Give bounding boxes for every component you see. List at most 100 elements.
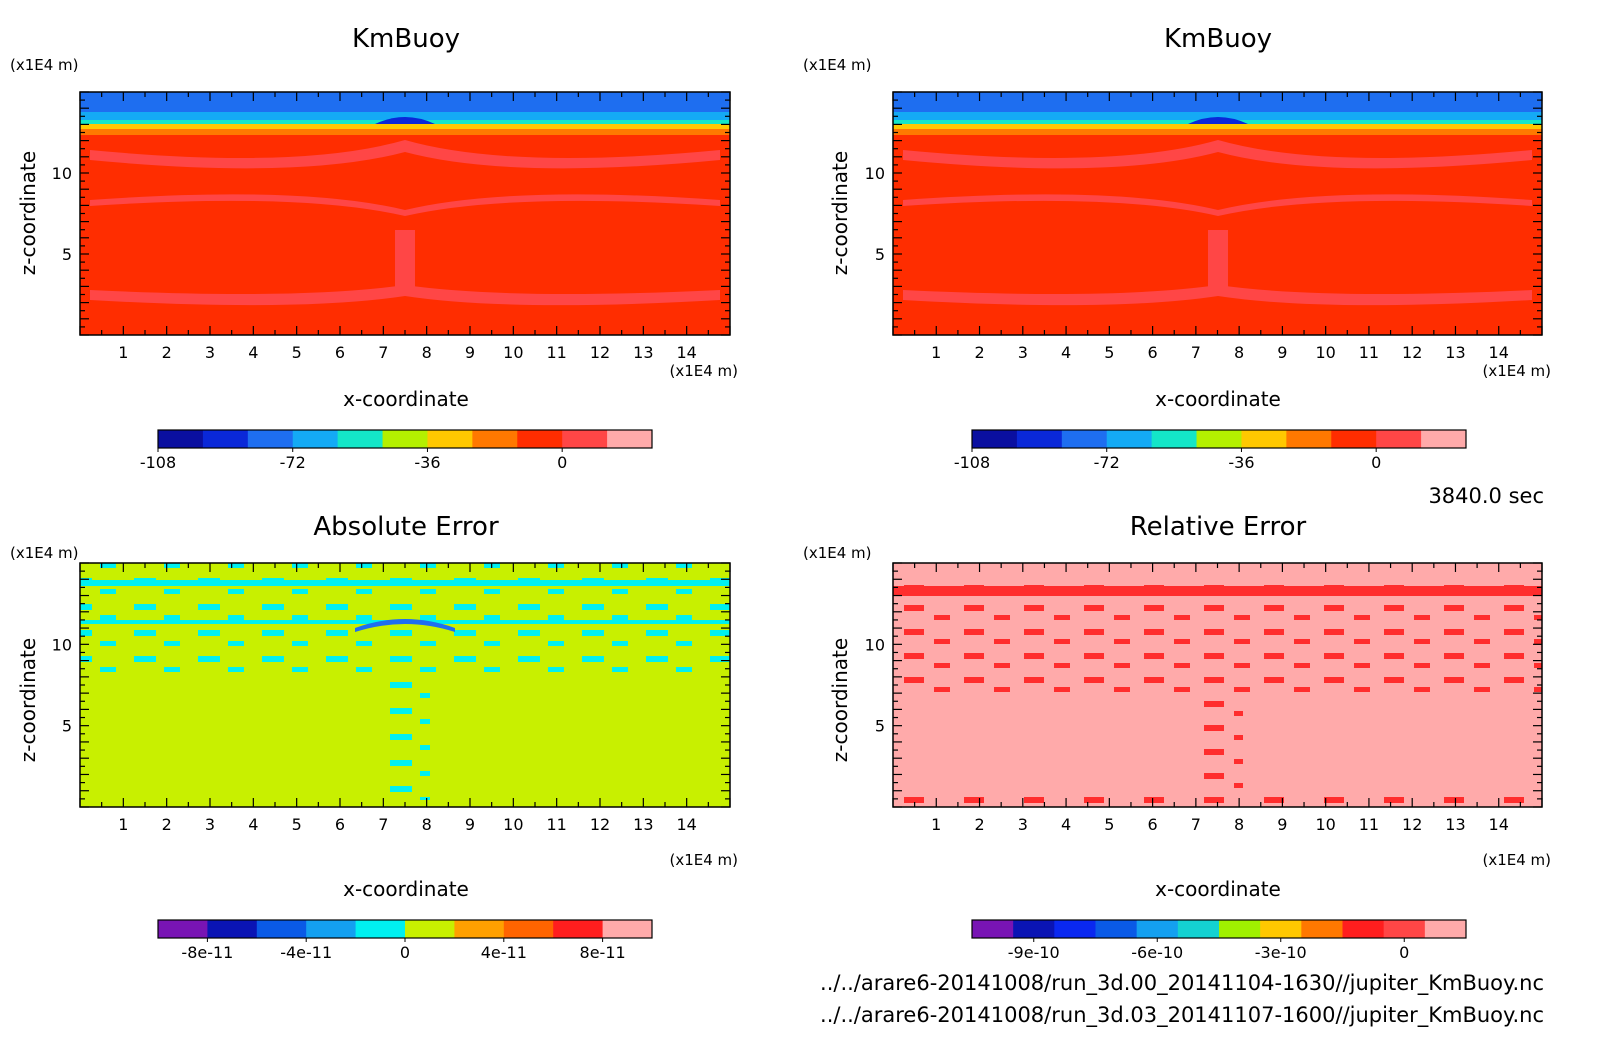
colorbar-label: -8e-11 — [181, 943, 233, 962]
colorbar-label: -9e-10 — [1008, 943, 1060, 962]
colorbar-swatch — [382, 430, 428, 448]
colorbar-label: 0 — [400, 943, 410, 962]
x-tick-label: 1 — [118, 343, 128, 362]
colorbar-swatch — [1095, 920, 1138, 938]
x-tick-label: 8 — [422, 343, 432, 362]
colorbar-swatch — [337, 430, 384, 448]
x-tick-label: 10 — [503, 815, 523, 834]
colorbar-swatch — [202, 430, 249, 448]
colorbar-swatch — [1286, 430, 1332, 448]
panel-title: Relative Error — [1130, 512, 1307, 542]
colorbar-swatch — [256, 920, 307, 938]
x-tick-label: 9 — [465, 343, 475, 362]
colorbar-label: -4e-11 — [280, 943, 332, 962]
x-tick-label: 11 — [1359, 343, 1379, 362]
x-axis-label: x-coordinate — [343, 877, 469, 901]
colorbar-label: 0 — [1371, 453, 1381, 472]
x-tick-label: 2 — [162, 815, 172, 834]
colorbar: -108 -72 -36 0 — [140, 429, 653, 472]
y-unit-label: (x1E4 m) — [10, 56, 79, 74]
x-tick-label: 7 — [1191, 343, 1201, 362]
x-tick-label: 4 — [248, 815, 258, 834]
colorbar-swatch — [972, 920, 1014, 938]
colorbar-swatch — [1301, 920, 1343, 938]
x-tick-label: 11 — [546, 343, 566, 362]
x-tick-label: 8 — [1234, 343, 1244, 362]
colorbar-swatch — [1241, 430, 1287, 448]
colorbar-swatch — [972, 430, 1018, 448]
colorbar-label: 8e-11 — [580, 943, 626, 962]
colorbar-swatch — [1013, 920, 1055, 938]
y-axis-label: z-coordinate — [16, 638, 40, 762]
x-tick-label: 5 — [292, 815, 302, 834]
y-unit-label: (x1E4 m) — [803, 544, 872, 562]
colorbar-swatch — [517, 430, 563, 448]
x-tick-label: 7 — [378, 343, 388, 362]
x-tick-label: 6 — [1148, 343, 1158, 362]
y-tick-label: 5 — [875, 717, 885, 736]
y-axis-label: z-coordinate — [828, 638, 852, 762]
contour-field — [893, 563, 1542, 807]
colorbar-swatch — [1151, 430, 1198, 448]
x-unit-label: (x1E4 m) — [669, 851, 738, 869]
panel-title: KmBuoy — [1164, 24, 1272, 54]
x-tick-label: 1 — [931, 343, 941, 362]
colorbar-label: 0 — [557, 453, 567, 472]
x-tick-label: 1 — [118, 815, 128, 834]
x-axis-label: x-coordinate — [343, 387, 469, 411]
y-tick-label: 5 — [62, 245, 72, 264]
x-tick-label: 10 — [1315, 343, 1335, 362]
file-path-1: ../../arare6-20141008/run_3d.00_20141104… — [820, 971, 1544, 996]
x-tick-label: 5 — [1104, 343, 1114, 362]
colorbar-label: -108 — [140, 453, 176, 472]
panel-title: Absolute Error — [313, 512, 499, 542]
contour-field — [80, 563, 730, 807]
y-tick-label: 10 — [52, 635, 72, 654]
colorbar-swatch — [247, 430, 294, 448]
file-path-2: ../../arare6-20141008/run_3d.03_20141107… — [820, 1003, 1544, 1028]
colorbar-swatch — [1383, 920, 1426, 938]
y-tick-label: 10 — [52, 164, 72, 183]
colorbar-label: -36 — [1228, 453, 1254, 472]
colorbar-label: -72 — [1094, 453, 1120, 472]
x-tick-label: 7 — [378, 815, 388, 834]
colorbar-label: -108 — [954, 453, 990, 472]
x-tick-label: 6 — [335, 343, 345, 362]
x-tick-label: 7 — [1191, 815, 1201, 834]
x-tick-label: 3 — [205, 343, 215, 362]
colorbar-swatch — [207, 920, 258, 938]
x-tick-label: 14 — [676, 343, 696, 362]
y-tick-label: 10 — [865, 164, 885, 183]
x-tick-label: 13 — [1445, 343, 1465, 362]
x-tick-label: 2 — [974, 815, 984, 834]
x-tick-label: 12 — [1402, 343, 1422, 362]
colorbar: -8e-11 -4e-11 0 4e-11 8e-11 — [157, 919, 653, 962]
colorbar-swatch — [454, 920, 505, 938]
colorbar-swatch — [1424, 920, 1467, 938]
colorbar-label: -3e-10 — [1255, 943, 1307, 962]
x-tick-label: 5 — [292, 343, 302, 362]
x-tick-label: 4 — [1061, 815, 1071, 834]
colorbar-swatch — [355, 920, 406, 938]
x-tick-label: 3 — [1018, 343, 1028, 362]
colorbar-swatch — [405, 920, 455, 938]
panel-absolute-error: Absolute Error (x1E4 m) 1 2 3 4 5 6 7 8 9 10 11 12 1… — [10, 512, 738, 962]
y-axis-label: z-coordinate — [828, 151, 852, 275]
x-tick-label: 9 — [465, 815, 475, 834]
x-tick-label: 4 — [248, 343, 258, 362]
colorbar-swatch — [553, 920, 604, 938]
x-tick-label: 12 — [590, 343, 610, 362]
colorbar-swatch — [1106, 430, 1153, 448]
colorbar-swatch — [1219, 920, 1261, 938]
x-tick-label: 6 — [335, 815, 345, 834]
x-tick-label: 14 — [1489, 815, 1509, 834]
x-tick-label: 13 — [633, 343, 653, 362]
x-tick-label: 8 — [1234, 815, 1244, 834]
x-tick-label: 14 — [676, 815, 696, 834]
colorbar-label: -72 — [280, 453, 306, 472]
contour-field — [893, 92, 1542, 335]
colorbar-frame — [971, 919, 1467, 939]
